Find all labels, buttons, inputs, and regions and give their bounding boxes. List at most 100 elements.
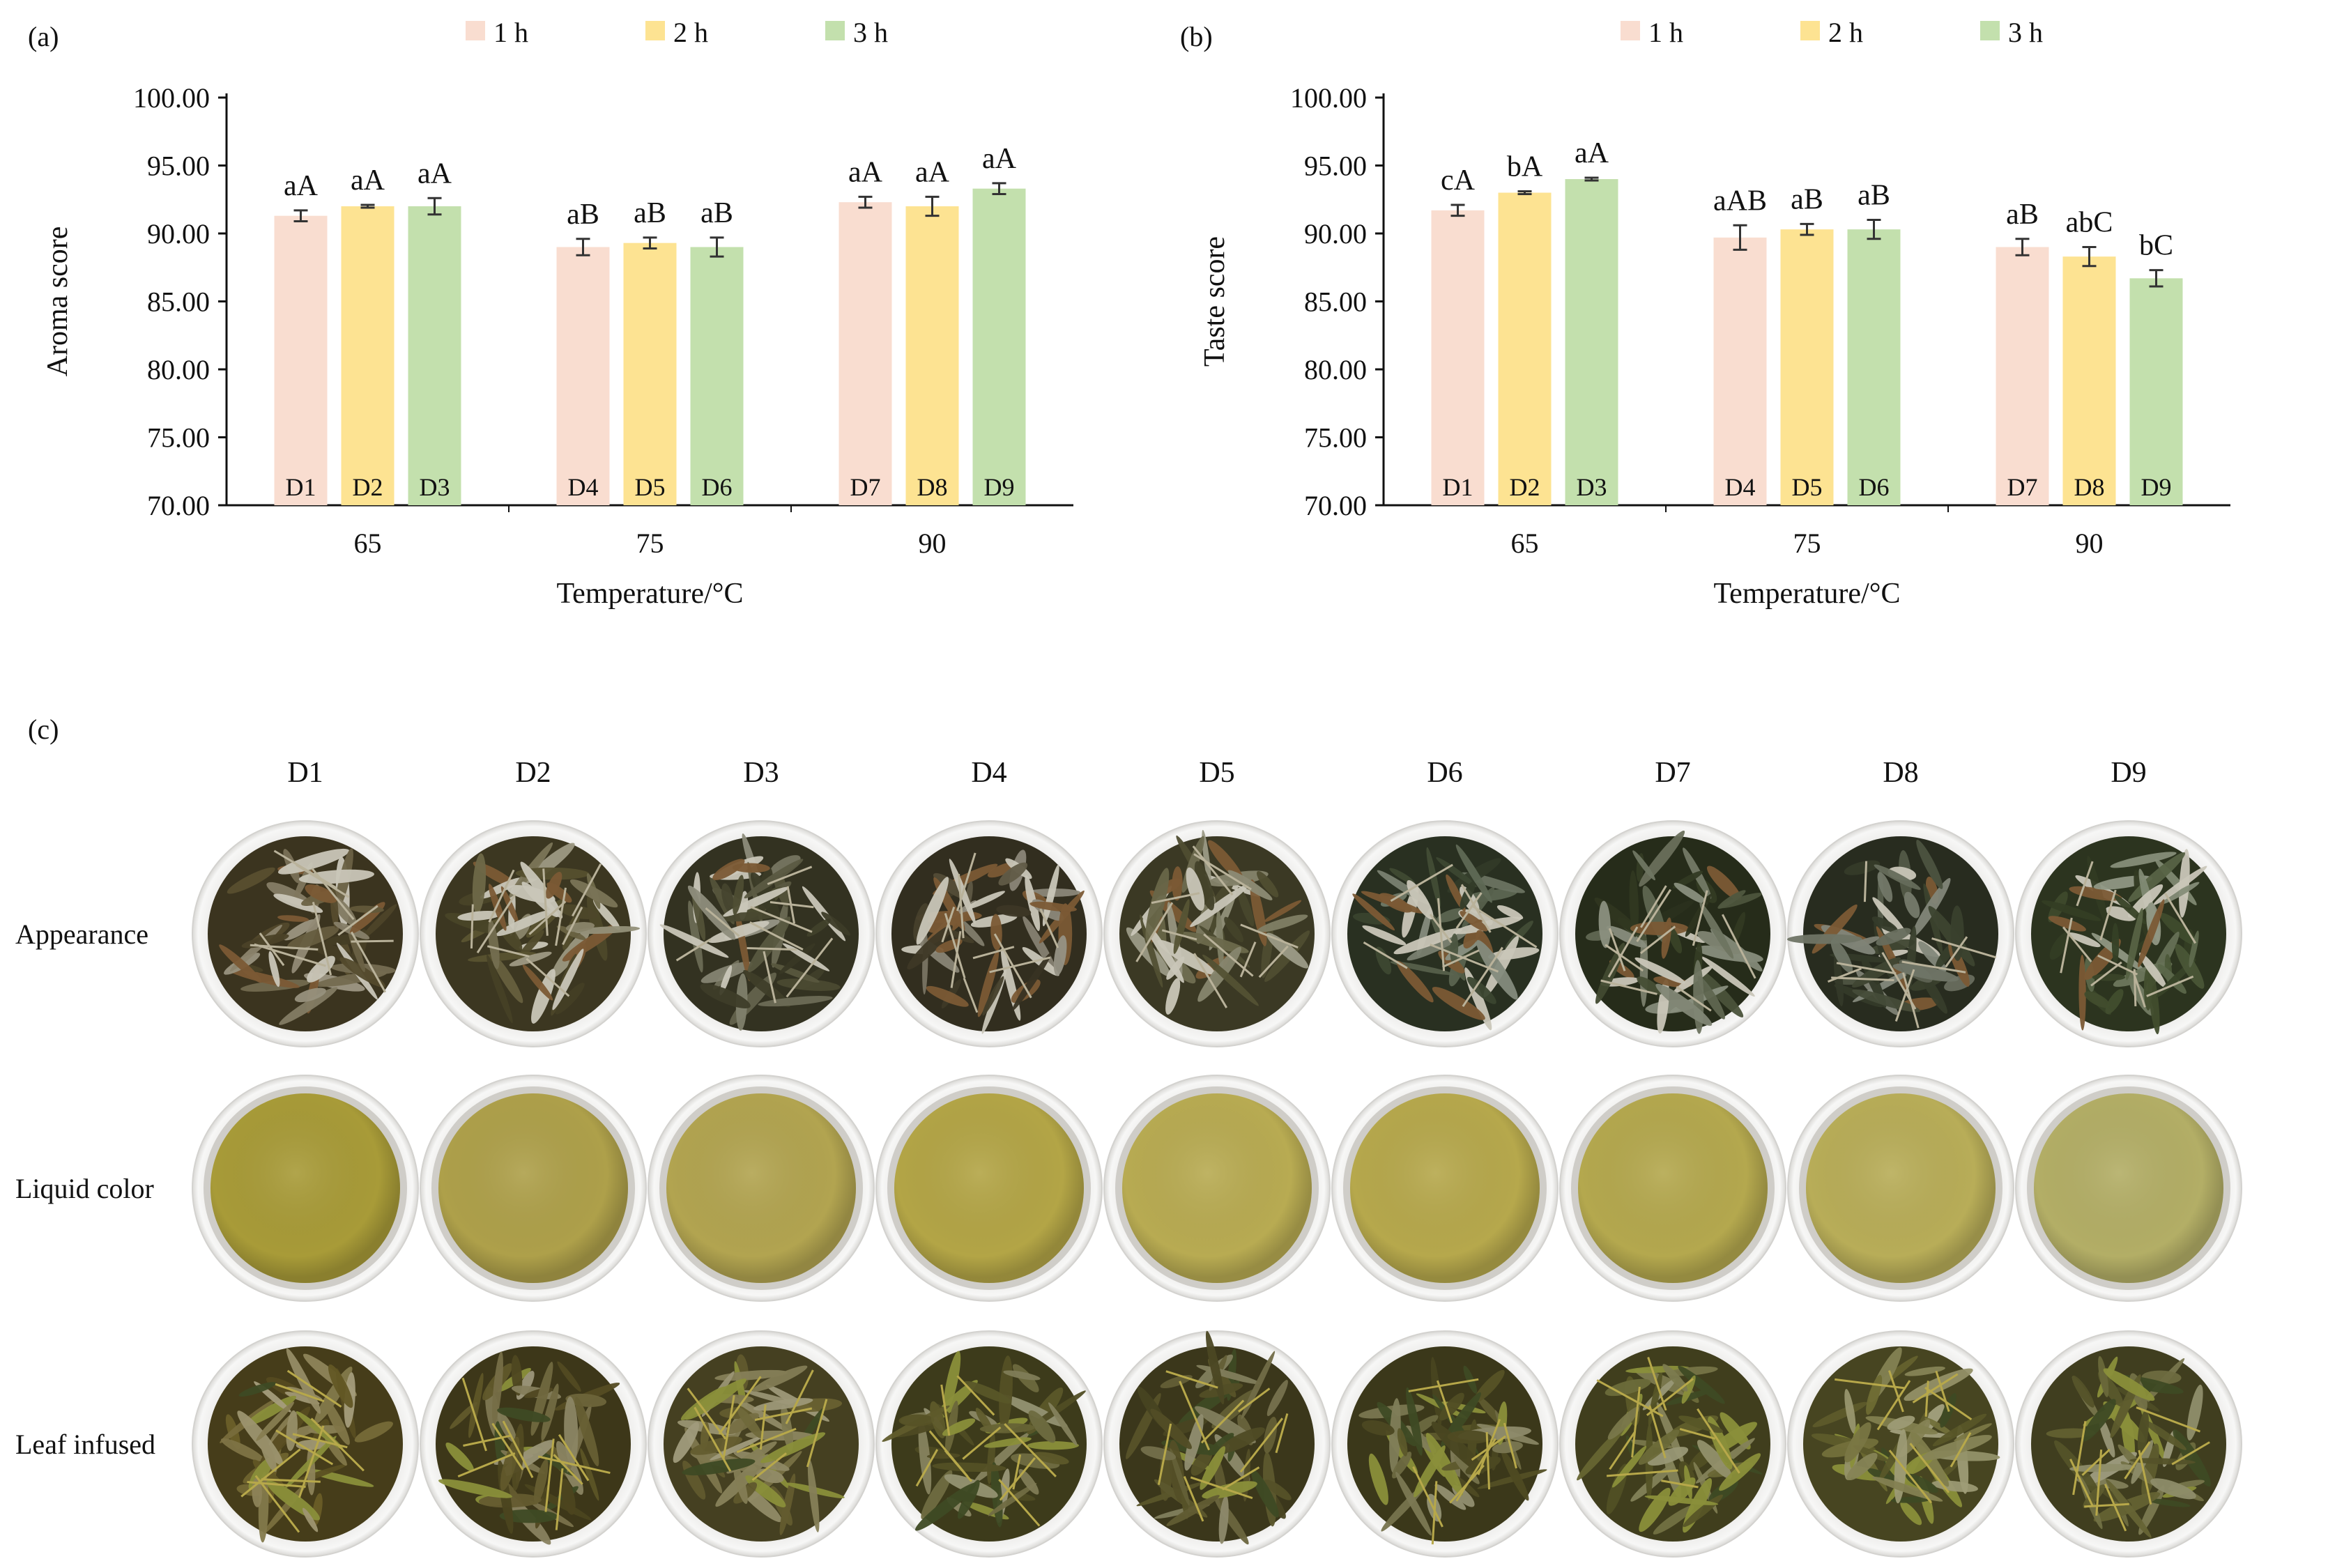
leaf-stem xyxy=(806,1399,828,1468)
leaf xyxy=(1166,1495,1220,1526)
leaf xyxy=(1904,891,1920,918)
leaf xyxy=(708,921,769,943)
leaf xyxy=(1264,1479,1292,1500)
leaf xyxy=(932,1462,1006,1472)
leaf xyxy=(1012,952,1052,1011)
leaf-stem xyxy=(470,904,474,949)
leaf xyxy=(555,983,585,1015)
leaf-stem xyxy=(1679,1428,1716,1440)
leaf xyxy=(2049,932,2070,960)
leaf-stem xyxy=(786,886,795,924)
leaf-stem xyxy=(2069,1459,2094,1507)
bar-D2 xyxy=(341,206,395,505)
leaf-stem xyxy=(526,958,570,997)
leaf-stem xyxy=(502,1420,534,1479)
leaf xyxy=(2143,1420,2187,1450)
leaf xyxy=(1205,1330,1225,1405)
leaf xyxy=(733,875,744,915)
leaf-stem xyxy=(1449,1464,1485,1504)
leaf xyxy=(1697,1440,1732,1479)
legend-swatch-3h xyxy=(1980,21,2000,40)
leaf xyxy=(1634,957,1686,984)
sample-label-D1: D1 xyxy=(1443,473,1473,501)
photo-liquid-D4 xyxy=(875,1075,1103,1302)
leaf xyxy=(2081,1399,2116,1442)
leaf-stem xyxy=(2090,961,2122,987)
leaf xyxy=(2126,907,2143,981)
leaf xyxy=(2139,952,2167,988)
leaf xyxy=(273,893,323,913)
leaf xyxy=(552,948,584,1010)
y-axis-label: Taste score xyxy=(1199,236,1231,367)
leaf-stem xyxy=(749,921,804,951)
leaf xyxy=(1488,947,1540,960)
leaf xyxy=(1647,1447,1689,1466)
leaf xyxy=(354,1421,393,1443)
leaf xyxy=(538,1451,575,1476)
leaf-stem xyxy=(476,893,516,954)
leaf xyxy=(1145,868,1170,942)
leaf-stem xyxy=(786,937,834,998)
y-tick-label: 100.00 xyxy=(133,82,210,114)
legend-label-3h: 3 h xyxy=(853,17,888,48)
sample-label-D6: D6 xyxy=(702,473,733,501)
leaf-stem xyxy=(312,902,332,976)
leaf-stem xyxy=(1193,953,1228,1008)
leaf-stem xyxy=(1881,952,1917,1010)
legend-label-1h: 1 h xyxy=(1648,17,1683,48)
leaf-stem xyxy=(1039,908,1059,948)
leaf-stem xyxy=(1238,1388,1271,1413)
leaf xyxy=(1846,1452,1878,1481)
leaf-stem xyxy=(2146,975,2194,997)
x-tick-label-65: 65 xyxy=(1511,528,1539,559)
leaf xyxy=(284,919,316,941)
leaf xyxy=(1264,900,1302,923)
leaf xyxy=(1678,1365,1725,1404)
photo-liquid-D7 xyxy=(1559,1075,1786,1302)
leaf xyxy=(2159,912,2198,946)
leaf-stem xyxy=(572,863,602,917)
leaf xyxy=(1630,921,1689,936)
leaf-stem xyxy=(553,1454,583,1485)
leaf xyxy=(500,1436,520,1491)
leaf-stem xyxy=(1472,905,1538,948)
photo-dry-D7 xyxy=(1559,820,1786,1047)
leaf xyxy=(1218,1427,1265,1454)
leaf xyxy=(982,976,1004,1016)
significance-label-D8: abC xyxy=(2066,207,2113,239)
liquor-shading xyxy=(894,1093,1084,1283)
leaf-stem xyxy=(694,1406,732,1472)
taste-score-chart: 1 h 2 h 3 h 70.00 75.00 80.00 85.00 90.00 95.00 1… xyxy=(1199,17,2230,610)
leaf xyxy=(1186,867,1205,911)
photo-liquid-D8 xyxy=(1787,1075,2014,1302)
photo-dry-D9 xyxy=(2015,820,2242,1047)
leaf xyxy=(1160,1375,1193,1389)
leaf xyxy=(918,1419,932,1495)
leaf-stem xyxy=(1436,1380,1453,1424)
leaf xyxy=(1577,1424,1626,1481)
leaf-stem xyxy=(1661,1479,1699,1489)
leaf xyxy=(935,939,963,953)
leaf xyxy=(1028,1410,1056,1443)
leaf-stem xyxy=(746,946,797,951)
leaf-stem xyxy=(555,887,567,946)
leaf-stem xyxy=(1935,1370,1950,1413)
leaf xyxy=(522,964,553,1001)
leaf xyxy=(1851,936,1880,948)
leaf xyxy=(1202,954,1259,1006)
leaf xyxy=(769,855,801,875)
leaf xyxy=(915,1482,977,1531)
leaf xyxy=(2072,1375,2095,1408)
leaf-stem xyxy=(722,1394,735,1459)
leaf-stem xyxy=(763,951,776,1004)
leaf xyxy=(492,1351,503,1425)
row-label-appearance: Appearance xyxy=(15,918,148,950)
photo-liquid-D1 xyxy=(192,1075,419,1302)
leaf-stem xyxy=(286,1369,342,1408)
sample-label-D9: D9 xyxy=(984,473,1015,501)
bar-D5 xyxy=(1780,229,1834,505)
x-tick-label-90: 90 xyxy=(2076,528,2104,559)
column-label-D4: D4 xyxy=(971,757,1006,789)
leaf xyxy=(2067,932,2101,948)
leaf-stem xyxy=(767,866,813,885)
